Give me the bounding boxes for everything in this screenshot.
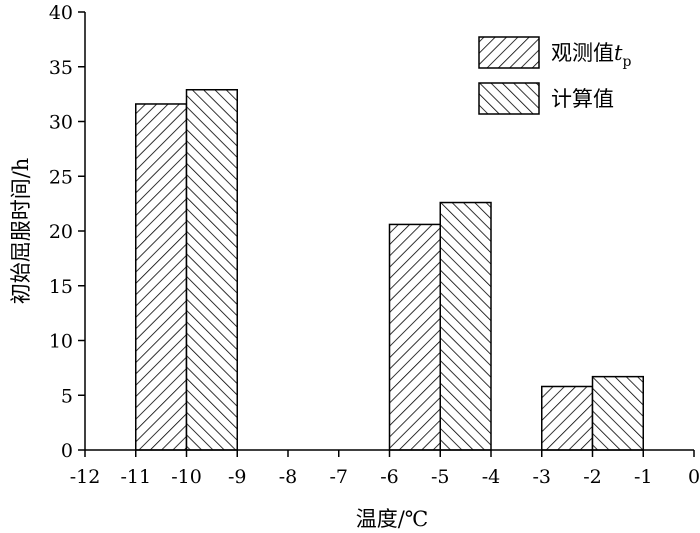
x-tick-label: -11: [120, 466, 151, 488]
y-tick-label: 25: [49, 166, 73, 188]
bars-group: [135, 88, 644, 451]
legend-label-observed-subscript: p: [622, 54, 631, 70]
x-tick-label: -5: [431, 466, 450, 488]
legend-label-calculated: 计算值: [551, 87, 614, 111]
bar-observed--2: [541, 385, 594, 451]
x-tick-label: -6: [380, 466, 399, 488]
x-tick-label: -9: [228, 466, 247, 488]
y-tick-label: 15: [49, 276, 73, 298]
legend: 观测值tp 计算值: [478, 36, 631, 115]
x-tick-label: -1: [634, 466, 653, 488]
y-tick-label: 20: [49, 221, 73, 243]
x-tick-label: -8: [279, 466, 298, 488]
x-tick-label: -12: [70, 466, 101, 488]
legend-swatch-calculated: [478, 82, 540, 115]
x-axis-title: 温度/℃: [356, 507, 429, 531]
y-tick-label: 10: [49, 331, 73, 353]
x-tick-label: 0: [688, 466, 700, 488]
legend-label-observed-text: 观测值: [551, 41, 614, 65]
bar-calculated--2: [591, 375, 644, 451]
legend-label-observed: 观测值tp: [551, 41, 631, 70]
x-tick-label: -10: [171, 466, 202, 488]
x-tick-label: -7: [329, 466, 348, 488]
x-tick-label: -2: [583, 466, 602, 488]
y-tick-label: 35: [49, 57, 73, 79]
bar-calculated--10: [185, 88, 238, 451]
y-tick-label: 5: [61, 385, 73, 407]
bar-observed--10: [135, 103, 188, 451]
y-tick-label: 0: [61, 440, 73, 462]
x-tick-label: -4: [482, 466, 501, 488]
bar-observed--5: [388, 223, 441, 451]
y-tick-label: 40: [49, 2, 73, 24]
y-tick-label: 30: [49, 112, 73, 134]
legend-swatch-observed: [478, 36, 540, 69]
legend-label-observed-symbol: t: [614, 41, 623, 65]
x-tick-label: -3: [532, 466, 551, 488]
y-axis-title: 初始屈服时间/h: [9, 158, 33, 305]
ticks-group: -12 -11 -10 -9 -8 -7 -6 -5 -4 -3 -2 -1 0051015202530…: [49, 2, 700, 488]
bar-calculated--5: [439, 201, 492, 451]
